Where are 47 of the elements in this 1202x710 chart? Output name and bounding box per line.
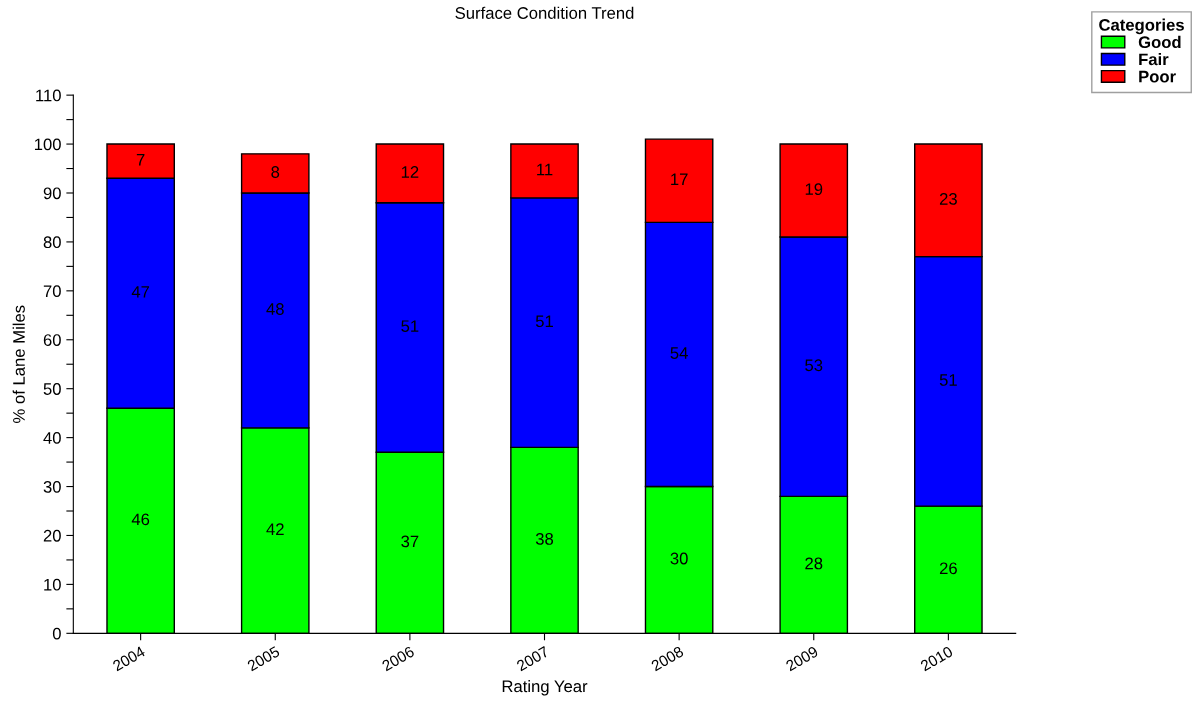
data-label: 11 — [537, 163, 553, 176]
y-tick-label: 30 — [43, 480, 61, 493]
data-label: 42 — [266, 523, 284, 535]
data-label: 17 — [671, 173, 688, 186]
data-label: 51 — [535, 315, 553, 328]
y-tick-label: 0 — [52, 627, 61, 640]
data-label: 38 — [535, 533, 554, 545]
data-label: 19 — [805, 183, 823, 196]
y-tick-label: 10 — [44, 578, 61, 591]
legend-title: Categories — [1099, 18, 1184, 35]
legend-label: Good — [1138, 35, 1181, 49]
x-tick-label: 2006 — [381, 645, 415, 672]
y-tick-label: 40 — [43, 432, 61, 444]
x-tick-label: 2008 — [650, 645, 685, 672]
x-tick-label: 2004 — [112, 645, 146, 672]
data-label: 26 — [939, 562, 957, 575]
data-label: 7 — [136, 154, 145, 166]
data-label: 28 — [805, 557, 823, 570]
chart-title: Surface Condition Trend — [455, 6, 634, 19]
y-tick-label: 20 — [43, 529, 61, 542]
data-label: 8 — [271, 166, 280, 178]
legend-label: Poor — [1139, 70, 1176, 83]
data-label: 51 — [401, 320, 419, 333]
x-tick-label: 2009 — [785, 645, 819, 672]
x-tick-label: 2007 — [515, 645, 550, 672]
x-tick-label: 2005 — [246, 645, 281, 672]
data-label: 30 — [670, 552, 688, 565]
data-label: 47 — [131, 286, 150, 298]
y-axis-title: % of Lane Miles — [12, 305, 25, 423]
legend-label: Fair — [1139, 53, 1169, 66]
data-label: 54 — [670, 347, 688, 359]
data-label: 23 — [939, 193, 957, 205]
y-tick-label: 100 — [34, 138, 61, 151]
x-tick-label: 2010 — [919, 645, 954, 672]
x-axis-title: Rating Year — [502, 680, 588, 696]
data-label: 51 — [939, 374, 957, 386]
data-label: 53 — [805, 359, 823, 372]
y-tick-label: 70 — [43, 285, 61, 298]
data-label: 46 — [131, 513, 150, 526]
data-label: 12 — [401, 166, 419, 178]
y-tick-label: 50 — [43, 383, 61, 395]
y-tick-label: 110 — [36, 89, 61, 102]
y-tick-label: 60 — [43, 334, 61, 346]
y-tick-label: 80 — [43, 236, 61, 249]
data-label: 37 — [401, 535, 419, 548]
y-tick-label: 90 — [43, 187, 61, 200]
data-label: 48 — [266, 303, 284, 315]
